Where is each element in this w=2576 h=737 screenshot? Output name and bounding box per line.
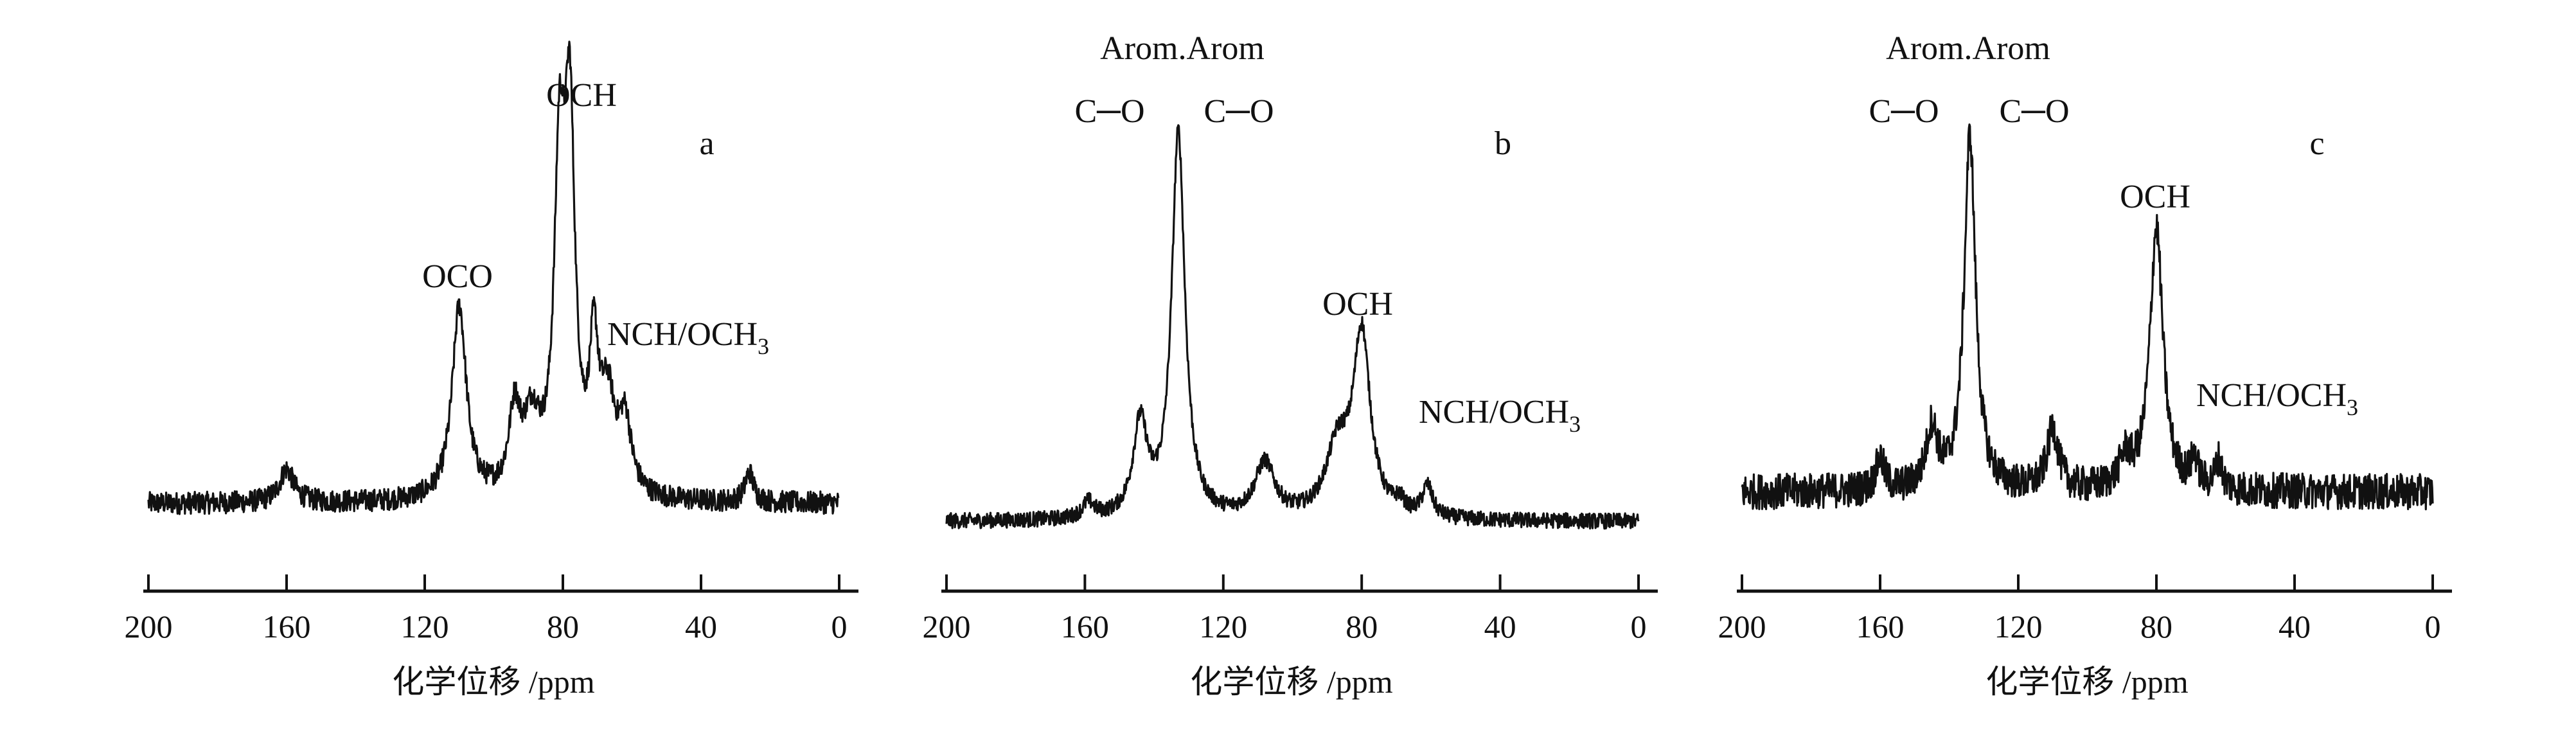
annotation-arom-arom: Arom.Arom [1100,30,1265,67]
x-tick-label: 0 [831,608,848,644]
panel-label-c: c [2309,125,2324,162]
x-tick-label: 120 [401,608,449,644]
x-tick-label: 40 [2278,608,2311,644]
annotation-c-o-right: C─O [1999,93,2069,130]
panel-label-b: b [1495,125,1511,162]
spectrum-line-c [1741,123,2434,511]
annotation-och: OCH [546,77,617,114]
x-tick-label: 120 [1199,608,1247,644]
x-tick-label: 0 [1631,608,1647,644]
panel-b: b Arom.Arom C─O C─O OCH NCH/OCH3 化学位移 /p… [923,30,1658,700]
panel-c: c Arom.Arom C─O C─O OCH NCH/OCH3 化学位移 /p… [1718,30,2452,700]
annotation-och: OCH [1322,286,1393,323]
x-tick-label: 40 [1484,608,1516,644]
annotation-och: OCH [2120,179,2190,215]
x-axis-label-c: 化学位移 /ppm [1985,664,2188,700]
annotation-nch-och3: NCH/OCH3 [607,316,769,359]
x-tick-label: 200 [125,608,173,644]
spectrum-line-b [945,124,1640,530]
x-axis-label-a: 化学位移 /ppm [392,664,594,700]
x-tick-label: 160 [1856,608,1905,644]
annotation-nch-och3: NCH/OCH3 [1419,394,1581,437]
x-tick-label: 40 [685,608,717,644]
x-axis-label-b: 化学位移 /ppm [1190,664,1392,700]
x-tick-label: 160 [1061,608,1109,644]
panel-label-a: a [699,125,714,162]
x-tick-label: 80 [1346,608,1378,644]
annotation-c-o-left: C─O [1869,93,1939,130]
annotation-c-o-right: C─O [1204,93,1274,130]
x-tick-label: 0 [2425,608,2441,644]
panel-a: a OCH OCO NCH/OCH3 化学位移 /ppm 200 160 120 80… [125,40,858,700]
x-tick-label: 160 [263,608,311,644]
annotation-oco: OCO [422,258,493,295]
annotation-arom-arom: Arom.Arom [1886,30,2050,67]
annotation-nch-och3: NCH/OCH3 [2196,377,2358,420]
x-tick-label: 120 [1994,608,2043,644]
x-tick-label: 80 [547,608,579,644]
x-tick-label: 200 [1718,608,1766,644]
x-tick-label: 80 [2140,608,2172,644]
annotation-c-o-left: C─O [1074,93,1144,130]
x-tick-label: 200 [923,608,971,644]
spectrum-line-a [147,40,840,515]
